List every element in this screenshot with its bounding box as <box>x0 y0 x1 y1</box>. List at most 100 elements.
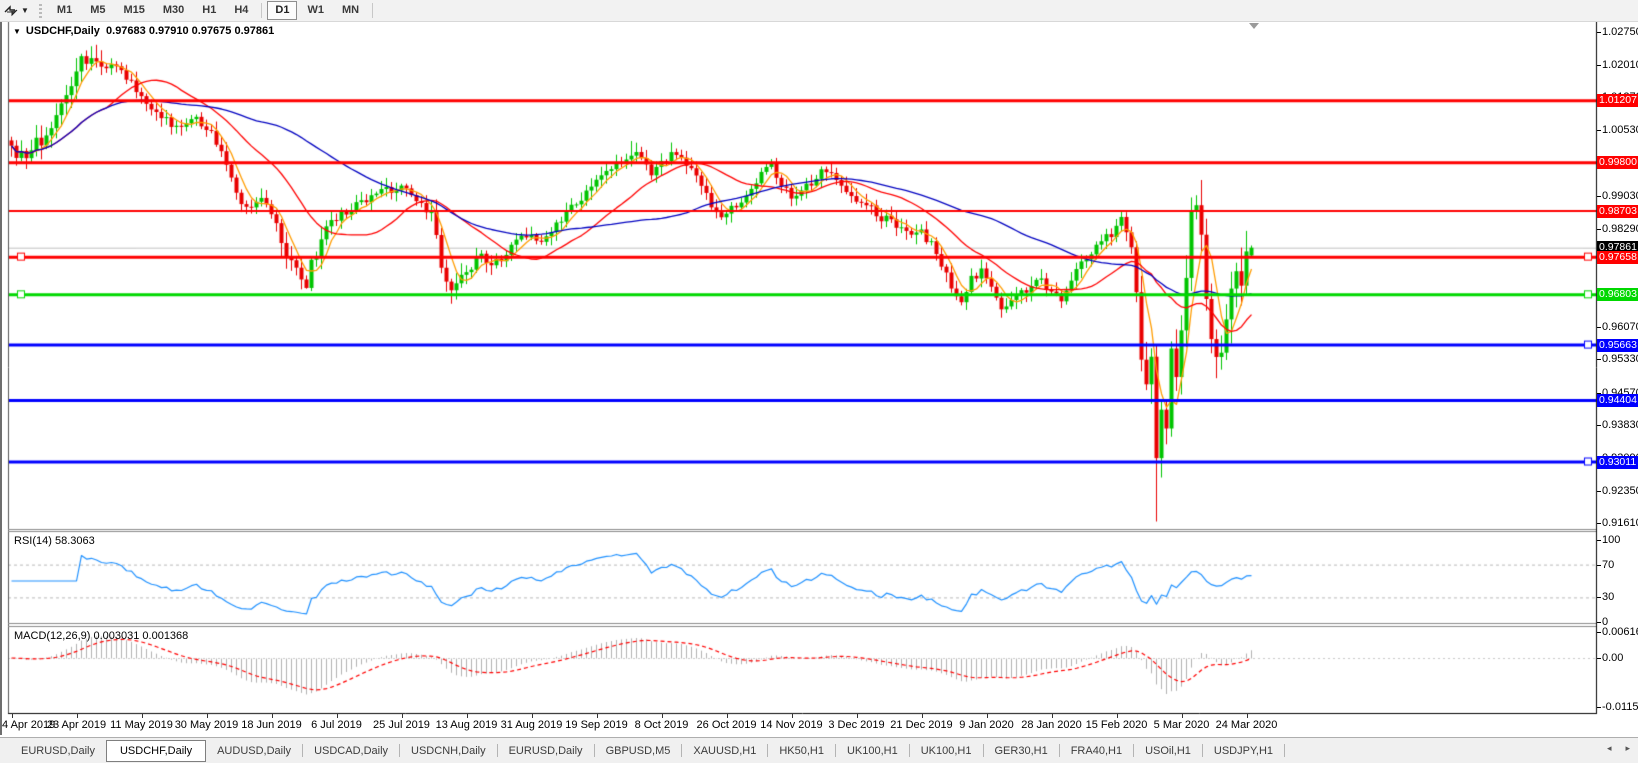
tab-eurusd-daily[interactable]: EURUSD,Daily <box>21 744 95 757</box>
price-tick: 0.95330 <box>1597 353 1638 366</box>
macd-scale-label: -0.01153 <box>1597 701 1638 713</box>
date-tick: 14 Nov 2019 <box>760 719 823 731</box>
tab-divider <box>1058 744 1060 757</box>
toolbar-separator <box>261 3 263 18</box>
tab-divider <box>593 744 595 757</box>
top-toolbar: ▼ M1 M5 M15 M30 H1 H4 D1 W1 MN <box>0 0 1638 22</box>
macd-scale-label: 0.00 <box>1597 652 1638 664</box>
chart-symbol: USDCHF,Daily <box>25 25 100 37</box>
tab-divider <box>982 744 984 757</box>
tab-divider <box>1284 744 1286 757</box>
tab-divider <box>767 744 769 757</box>
date-tick: 30 May 2019 <box>174 719 239 731</box>
tab-scroll-arrows: ◂ ▸ <box>1607 742 1630 754</box>
tab-usdjpy-h1[interactable]: USDJPY,H1 <box>1213 744 1274 757</box>
date-tick: 25 Jul 2019 <box>373 719 430 731</box>
timeframe-m1[interactable]: M1 <box>56 4 73 16</box>
date-tick: 21 Dec 2019 <box>890 719 953 731</box>
date-tick-mark <box>661 714 663 718</box>
price-tick: 0.92350 <box>1597 484 1638 497</box>
timeframe-w1[interactable]: W1 <box>307 4 324 16</box>
date-tick-mark <box>336 714 338 718</box>
price-tick: 0.98290 <box>1597 222 1638 235</box>
timeframe-buttons: M1 M5 M15 M30 H1 H4 D1 W1 MN <box>48 1 377 20</box>
timeframe-m30[interactable]: M30 <box>162 4 185 16</box>
date-tick-mark <box>1246 714 1248 718</box>
tab-uk100-h1[interactable]: UK100,H1 <box>920 744 972 757</box>
toolbar-separator <box>372 3 374 18</box>
timeframe-mn[interactable]: MN <box>341 4 360 16</box>
level-badge: 0.96803 <box>1597 288 1638 302</box>
tab-usdchf-daily[interactable]: USDCHF,Daily <box>105 739 207 762</box>
date-tick-mark <box>76 714 78 718</box>
date-tick: 18 Jun 2019 <box>241 719 302 731</box>
tab-gbpusd-m5[interactable]: GBPUSD,M5 <box>605 744 671 757</box>
tab-usdcnh-daily[interactable]: USDCNH,Daily <box>411 744 486 757</box>
window-left-border <box>0 21 2 735</box>
chart-title: ▼ USDCHF,Daily 0.97683 0.97910 0.97675 0.… <box>13 25 274 37</box>
timeframe-h4[interactable]: H4 <box>234 4 249 16</box>
date-tick: 11 May 2019 <box>110 719 173 731</box>
tab-hk50-h1[interactable]: HK50,H1 <box>779 744 824 757</box>
date-tick-mark <box>986 714 988 718</box>
date-tick: 5 Mar 2020 <box>1153 719 1210 731</box>
date-tick: 4 Apr 2019 <box>2 719 56 731</box>
timeframe-m5[interactable]: M5 <box>90 4 106 16</box>
date-tick-mark <box>921 714 923 718</box>
level-badge: 0.95663 <box>1597 338 1638 352</box>
macd-indicator-label: MACD(12,26,9) 0.003031 0.001368 <box>14 630 189 642</box>
date-tick: 15 Feb 2020 <box>1085 719 1148 731</box>
macd-scale-label: 0.006167 <box>1597 626 1638 638</box>
tab-divider <box>908 744 910 757</box>
level-badge: 0.93011 <box>1597 455 1638 469</box>
rsi-indicator-label: RSI(14) 58.3063 <box>14 535 95 547</box>
date-tick: 9 Jan 2020 <box>959 719 1014 731</box>
date-tick-mark <box>1116 714 1118 718</box>
rsi-scale-label: 100 <box>1597 534 1638 546</box>
tab-fra40-h1[interactable]: FRA40,H1 <box>1070 744 1123 757</box>
level-badge: 0.99800 <box>1597 156 1638 170</box>
price-tick: 0.99030 <box>1597 190 1638 203</box>
current-price-badge: 0.97861 <box>1597 240 1638 254</box>
date-tick: 26 Oct 2019 <box>696 719 757 731</box>
date-tick-mark <box>401 714 403 718</box>
tab-xauusd-h1[interactable]: XAUUSD,H1 <box>693 744 757 757</box>
tab-usdcad-daily[interactable]: USDCAD,Daily <box>314 744 389 757</box>
price-tick: 1.02010 <box>1597 58 1638 71</box>
chart-collapse-icon[interactable]: ▼ <box>13 27 21 36</box>
date-tick: 23 Apr 2019 <box>46 719 107 731</box>
chart-cursor-icon[interactable] <box>3 3 19 19</box>
tab-audusd-daily[interactable]: AUDUSD,Daily <box>217 744 292 757</box>
date-tick-mark <box>1051 714 1053 718</box>
price-tick: 1.02750 <box>1597 26 1638 39</box>
chart-shift-marker[interactable] <box>1249 23 1259 29</box>
toolbar-grip[interactable] <box>38 3 42 18</box>
timeframe-m15[interactable]: M15 <box>123 4 145 16</box>
price-tick: 0.91610 <box>1597 517 1638 530</box>
tab-divider <box>1133 744 1135 757</box>
timeframe-d1[interactable]: D1 <box>267 1 298 20</box>
chart-ohlc: 0.97683 0.97910 0.97675 0.97861 <box>106 25 275 37</box>
date-tick: 28 Jan 2020 <box>1021 719 1082 731</box>
tab-usoil-h1[interactable]: USOil,H1 <box>1145 744 1191 757</box>
date-tick: 3 Dec 2019 <box>828 719 885 731</box>
date-tick: 13 Aug 2019 <box>435 719 498 731</box>
tab-divider <box>834 744 836 757</box>
date-tick-mark <box>141 714 143 718</box>
date-tick: 8 Oct 2019 <box>634 719 689 731</box>
level-badge: 0.97658 <box>1597 250 1638 264</box>
chevron-down-icon[interactable]: ▼ <box>21 6 29 15</box>
tab-scroll-left-icon[interactable]: ◂ <box>1606 743 1612 753</box>
tab-ger30-h1[interactable]: GER30,H1 <box>994 744 1048 757</box>
rsi-scale-label: 70 <box>1597 559 1638 571</box>
date-tick: 19 Sep 2019 <box>565 719 628 731</box>
level-badge: 0.94404 <box>1597 394 1638 408</box>
timeframe-h1[interactable]: H1 <box>202 4 217 16</box>
tab-uk100-h1[interactable]: UK100,H1 <box>846 744 898 757</box>
tab-eurusd-daily[interactable]: EURUSD,Daily <box>508 744 583 757</box>
date-tick: 24 Mar 2020 <box>1215 719 1278 731</box>
tab-divider <box>1201 744 1203 757</box>
tab-divider <box>399 744 401 757</box>
tab-scroll-right-icon[interactable]: ▸ <box>1625 743 1630 753</box>
